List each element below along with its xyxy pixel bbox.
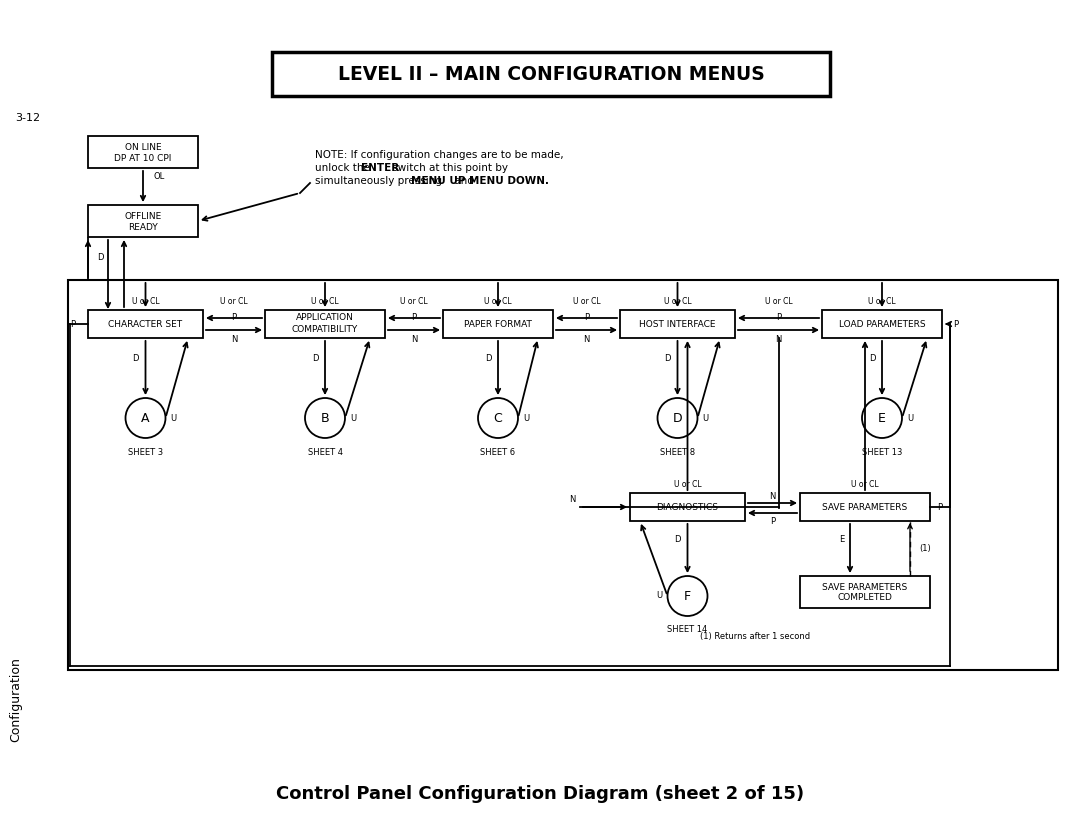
Text: P: P [584,313,589,321]
Text: OFFLINE: OFFLINE [124,212,162,220]
Text: 3-12: 3-12 [15,113,41,123]
Text: U: U [350,414,356,423]
Text: P: P [775,313,781,321]
Text: U or CL: U or CL [484,298,512,307]
Text: P: P [954,319,959,329]
Text: D: D [868,354,875,363]
Text: U: U [702,414,708,423]
Text: DP AT 10 CPI: DP AT 10 CPI [114,153,172,163]
Text: N: N [583,334,590,344]
Text: D: D [132,354,138,363]
Text: P: P [70,319,76,329]
Text: F: F [684,590,691,602]
Text: COMPLETED: COMPLETED [838,594,892,602]
Text: simultaneously pressing: simultaneously pressing [315,176,445,186]
Text: D: D [673,411,683,425]
Text: SAVE PARAMETERS: SAVE PARAMETERS [822,503,907,511]
Text: U: U [523,414,529,423]
Text: E: E [839,535,845,544]
Text: ENTER: ENTER [361,163,400,173]
Text: MENU UP: MENU UP [411,176,465,186]
Text: SHEET 13: SHEET 13 [862,448,902,456]
Bar [800,493,930,521]
Text: SHEET 8: SHEET 8 [660,448,696,456]
Text: and: and [451,176,477,186]
Text: P: P [770,516,775,525]
Bar [87,205,198,237]
Text: Control Panel Configuration Diagram (sheet 2 of 15): Control Panel Configuration Diagram (she… [275,785,805,803]
Text: COMPATIBILITY: COMPATIBILITY [292,324,359,334]
Text: SHEET 6: SHEET 6 [481,448,515,456]
Text: U: U [907,414,913,423]
Text: U or CL: U or CL [765,298,793,307]
Text: SHEET 14: SHEET 14 [667,626,707,635]
Text: (1): (1) [919,544,931,553]
Text: N: N [569,495,576,504]
Text: NOTE: If configuration changes are to be made,: NOTE: If configuration changes are to be… [315,150,564,160]
Bar [272,52,831,96]
Text: D: D [485,354,491,363]
Text: U or CL: U or CL [220,298,247,307]
Text: D: D [312,354,319,363]
Text: switch at this point by: switch at this point by [389,163,508,173]
Text: LOAD PARAMETERS: LOAD PARAMETERS [839,319,926,329]
Text: U or CL: U or CL [868,298,895,307]
Text: U or CL: U or CL [132,298,160,307]
Text: MENU DOWN.: MENU DOWN. [469,176,549,186]
Bar [443,310,553,338]
Text: OL: OL [153,172,164,180]
Text: READY: READY [129,223,158,232]
Text: SHEET 4: SHEET 4 [308,448,342,456]
Text: (1) Returns after 1 second: (1) Returns after 1 second [700,631,810,641]
Bar [620,310,735,338]
Text: CHARACTER SET: CHARACTER SET [108,319,183,329]
Text: C: C [494,411,502,425]
Bar [800,576,930,608]
Bar [630,493,745,521]
Text: Configuration: Configuration [10,657,23,742]
Bar [87,136,198,168]
Text: ON LINE: ON LINE [124,143,161,152]
Text: LEVEL II – MAIN CONFIGURATION MENUS: LEVEL II – MAIN CONFIGURATION MENUS [338,64,765,83]
Text: HOST INTERFACE: HOST INTERFACE [639,319,716,329]
Text: APPLICATION: APPLICATION [296,313,354,321]
Text: unlock the: unlock the [315,163,373,173]
Text: U or CL: U or CL [311,298,339,307]
Text: D: D [674,535,680,544]
Text: N: N [231,334,238,344]
Text: U or CL: U or CL [851,480,879,489]
Text: DIAGNOSTICS: DIAGNOSTICS [657,503,718,511]
Text: D: D [97,253,104,262]
Text: U or CL: U or CL [401,298,428,307]
Text: P: P [937,503,943,511]
Text: E: E [878,411,886,425]
Text: B: B [321,411,329,425]
Text: U: U [171,414,176,423]
Text: U or CL: U or CL [664,298,691,307]
Text: SAVE PARAMETERS: SAVE PARAMETERS [822,582,907,591]
Text: D: D [664,354,671,363]
Text: U: U [657,591,662,600]
Text: N: N [769,491,775,500]
Text: P: P [231,313,237,321]
Bar [265,310,384,338]
Text: P: P [411,313,417,321]
Bar [68,280,1058,670]
Text: U or CL: U or CL [674,480,701,489]
Text: N: N [775,334,782,344]
Text: N: N [410,334,417,344]
Text: SHEET 3: SHEET 3 [127,448,163,456]
Bar [822,310,942,338]
Text: PAPER FORMAT: PAPER FORMAT [464,319,532,329]
Text: A: A [141,411,150,425]
Bar [87,310,203,338]
Text: U or CL: U or CL [572,298,600,307]
